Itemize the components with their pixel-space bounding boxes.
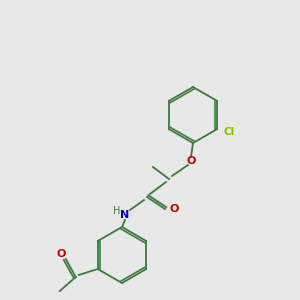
Text: N: N (120, 210, 130, 220)
Text: H: H (113, 206, 121, 216)
Text: O: O (186, 156, 196, 166)
Text: O: O (56, 249, 65, 259)
Text: O: O (170, 204, 179, 214)
Text: Cl: Cl (223, 127, 235, 137)
